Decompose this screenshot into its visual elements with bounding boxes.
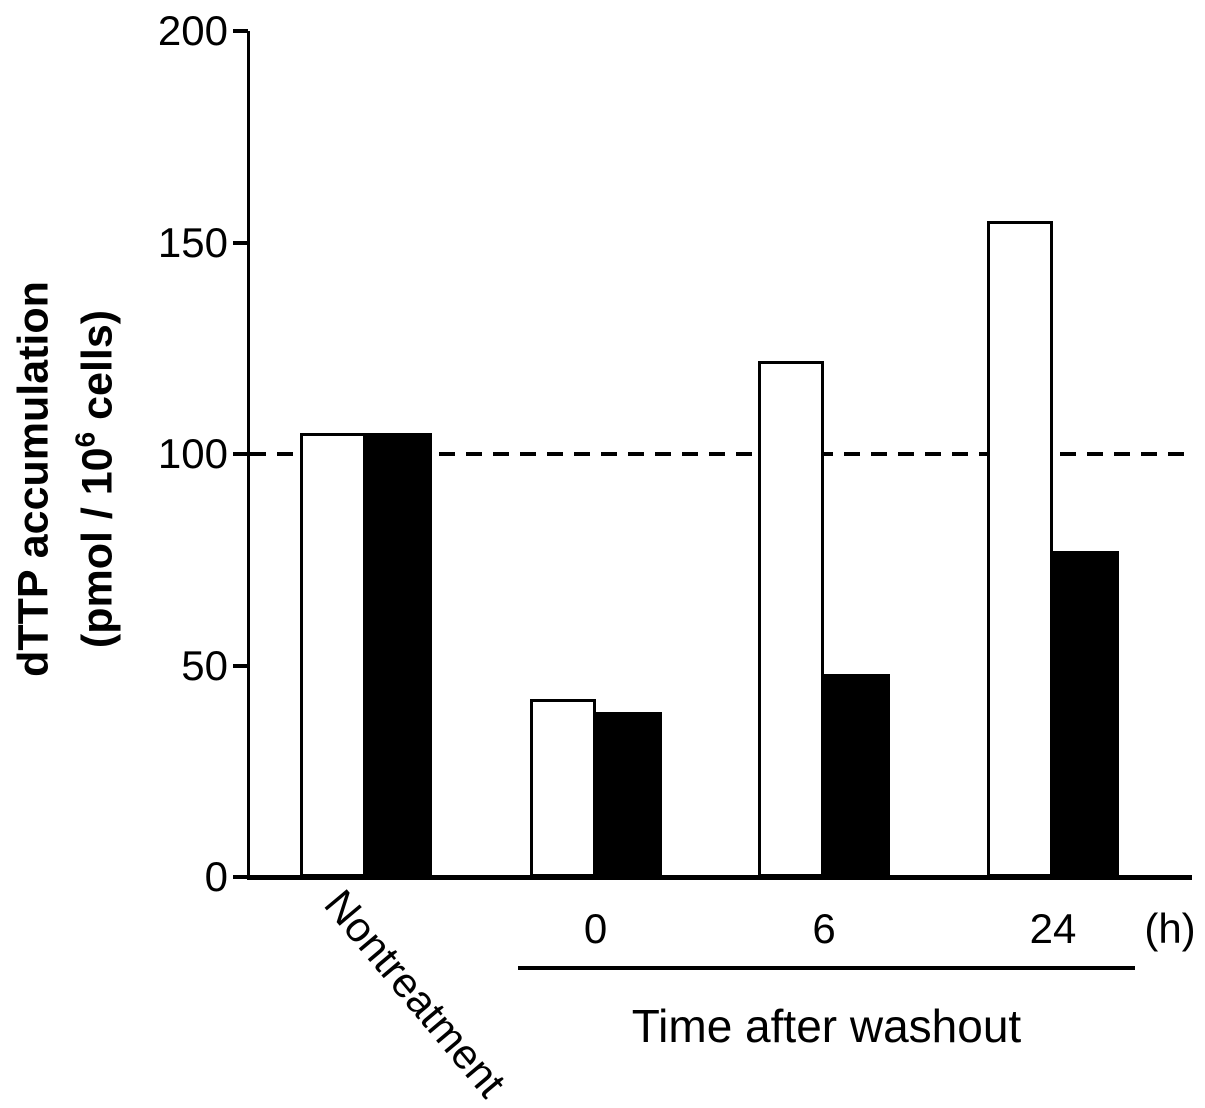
bar-24-open-bars (987, 221, 1053, 877)
y-axis-title-line1: dTTP accumulation (9, 281, 58, 677)
y-tick-label-50: 50 (181, 641, 228, 689)
reference-dashed-line (250, 452, 1188, 456)
bar-24-filled-bars (1053, 551, 1119, 877)
y-tick-50 (233, 663, 248, 668)
y-axis-title-line2-suffix: cells) (73, 309, 122, 432)
bar-nontreatment-open-bars (300, 433, 366, 877)
y-tick-100 (233, 452, 248, 456)
y-tick-200 (233, 29, 248, 33)
x-tick-label-nontreatment: Nontreatment (315, 880, 516, 1106)
x-axis-title: Time after washout (631, 1000, 1022, 1052)
y-tick-label-0: 0 (204, 853, 228, 900)
y-axis-line (247, 31, 250, 880)
y-axis-title-line2: (pmol / 106 cells) (60, 281, 124, 677)
y-tick-label-200: 200 (157, 7, 228, 54)
y-tick-label-100: 100 (157, 430, 228, 477)
plot-area (250, 31, 1190, 877)
bar-6-filled-bars (824, 674, 890, 877)
x-tick-label-6h: 6 (812, 905, 836, 952)
y-tick-150 (233, 240, 248, 245)
y-axis-title-text: dTTP accumulation (pmol / 106 cells) (7, 281, 124, 677)
x-axis-unit-label: (h) (1144, 905, 1196, 952)
x-axis-line (247, 875, 1192, 880)
x-tick-label-24h: 24 (1029, 905, 1077, 952)
bar-0-open-bars (529, 699, 596, 877)
bar-0-filled-bars (595, 712, 662, 877)
washout-group-underline (518, 966, 1135, 970)
bar-6-open-bars (758, 361, 824, 877)
y-tick-label-150: 150 (157, 218, 228, 266)
x-tick-label-0h: 0 (583, 905, 608, 952)
y-tick-0 (233, 875, 248, 879)
bar-nontreatment-filled-bars (366, 433, 432, 877)
